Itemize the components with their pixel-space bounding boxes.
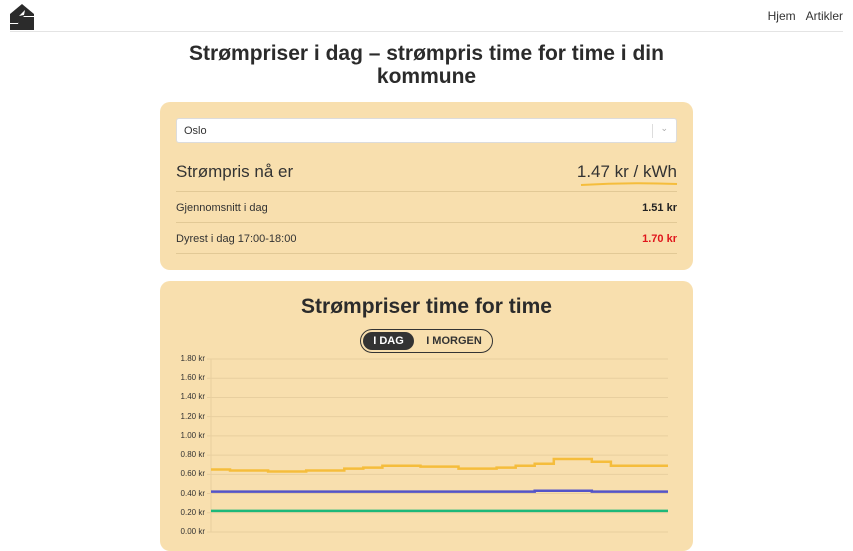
main-nav: Hjem Artikler	[768, 9, 843, 23]
highest-price-value: 1.70 kr	[642, 233, 677, 245]
highest-price-row: Dyrest i dag 17:00-18:00 1.70 kr	[176, 223, 677, 254]
current-price-value: 1.47 kr / kWh	[576, 162, 677, 181]
average-price-row: Gjennomsnitt i dag 1.51 kr	[176, 192, 677, 223]
series-line-yellow	[211, 457, 668, 473]
y-tick-label: 1.80 kr	[180, 354, 205, 363]
highest-price-label: Dyrest i dag 17:00-18:00	[176, 233, 297, 245]
current-price-card: Oslo ⌄ Strømpris nå er 1.47 kr / kWh Gje…	[160, 102, 693, 270]
select-separator	[652, 124, 653, 138]
municipality-select[interactable]: Oslo ⌄	[176, 118, 677, 143]
y-tick-label: 0.00 kr	[180, 527, 205, 536]
y-tick-label: 0.40 kr	[180, 488, 205, 498]
chart-plot	[207, 358, 668, 533]
top-navbar: Hjem Artikler	[10, 0, 843, 32]
y-tick-label: 1.00 kr	[180, 430, 205, 440]
current-price-label: Strømpris nå er	[176, 162, 294, 181]
toggle-today[interactable]: I DAG	[363, 332, 414, 350]
day-toggle: I DAG I MORGEN	[360, 329, 493, 353]
nav-link-artikler[interactable]: Artikler	[805, 9, 843, 23]
hourly-chart-card: Strømpriser time for time I DAG I MORGEN…	[160, 281, 693, 551]
nav-link-hjem[interactable]: Hjem	[767, 9, 796, 23]
y-tick-label: 1.20 kr	[180, 411, 205, 421]
average-price-label: Gjennomsnitt i dag	[176, 202, 268, 214]
y-tick-label: 0.60 kr	[180, 469, 205, 479]
y-tick-label: 1.40 kr	[180, 392, 205, 402]
y-tick-label: 0.20 kr	[180, 507, 205, 517]
chart-title: Strømpriser time for time	[301, 295, 552, 318]
logo-icon[interactable]	[10, 4, 34, 30]
municipality-select-value: Oslo	[184, 125, 207, 137]
average-price-value: 1.51 kr	[642, 202, 677, 214]
y-tick-label: 1.60 kr	[180, 373, 205, 383]
chevron-down-icon[interactable]: ⌄	[660, 123, 668, 133]
highlight-underline-icon	[580, 182, 678, 186]
series-line-blue	[211, 489, 668, 493]
page-title: Strømpriser i dag – strømpris time for t…	[189, 42, 664, 88]
toggle-tomorrow[interactable]: I MORGEN	[426, 335, 482, 347]
current-price-row: Strømpris nå er 1.47 kr / kWh	[176, 162, 678, 192]
price-chart: 0.00 kr 0.20 kr 0.40 kr 0.60 kr 0.80 kr 1.00 …	[160, 351, 693, 551]
y-tick-label: 0.80 kr	[180, 450, 205, 460]
